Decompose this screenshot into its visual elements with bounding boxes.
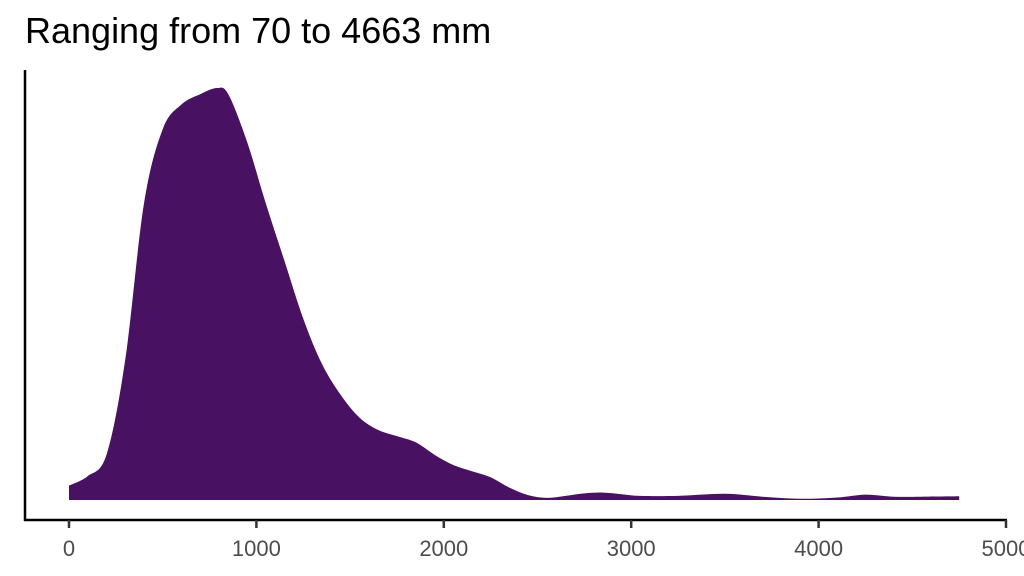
x-tick-label: 1000 bbox=[232, 536, 281, 561]
x-tick-label: 3000 bbox=[607, 536, 656, 561]
density-area bbox=[69, 87, 960, 500]
x-axis-ticks: 0 1000 2000 3000 4000 5000 bbox=[63, 520, 1024, 561]
x-tick-label: 4000 bbox=[794, 536, 843, 561]
x-tick-label: 2000 bbox=[419, 536, 468, 561]
x-tick-label: 5000 bbox=[982, 536, 1024, 561]
chart-title: Ranging from 70 to 4663 mm bbox=[25, 10, 492, 51]
x-tick-label: 0 bbox=[63, 536, 75, 561]
